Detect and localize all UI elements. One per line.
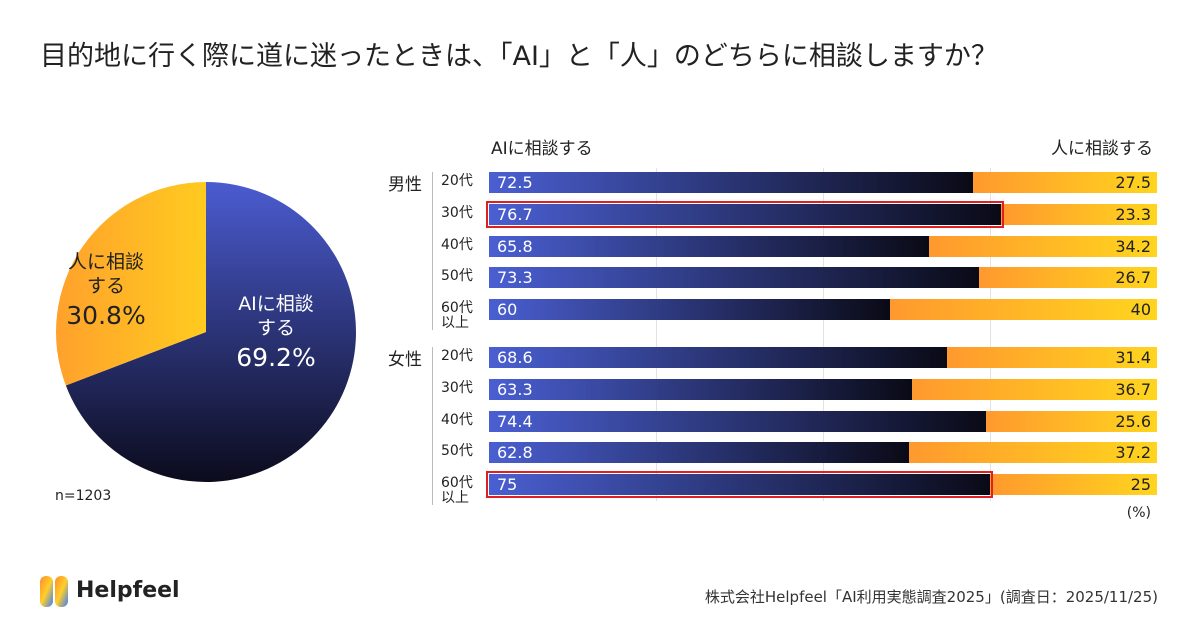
- source: 株式会社Helpfeel「AI利用実態調査2025」(調査日：2025/11/2…: [704, 588, 1158, 606]
- value-label: 26.7: [1115, 268, 1151, 288]
- bar-segment: [990, 474, 1157, 496]
- value-label: 40: [1130, 300, 1151, 320]
- bar-segment: [911, 378, 1157, 400]
- value-label: 76.7: [497, 204, 533, 224]
- value-label: 62.8: [497, 443, 533, 463]
- value-label: 65.8: [497, 236, 533, 256]
- bar-segment: [489, 203, 1002, 225]
- value-label: 27.5: [1115, 173, 1151, 192]
- value-label: 73.3: [497, 268, 533, 288]
- highlight-box: [486, 471, 993, 499]
- bar-segment: [489, 172, 974, 193]
- bar-segment: [489, 442, 909, 464]
- bar-segment: [489, 474, 990, 496]
- bar-segment: [928, 235, 1157, 257]
- category-label: 40代: [441, 236, 473, 253]
- pie-slice: [65, 182, 356, 482]
- value-label: 60: [497, 300, 518, 320]
- value-label: 75: [497, 475, 518, 495]
- unit-label: (%): [1126, 505, 1151, 521]
- bar-segment: [489, 299, 890, 321]
- bar-segment: [489, 267, 979, 289]
- value-label: 74.4: [497, 411, 533, 431]
- value-label: 72.5: [497, 173, 533, 192]
- category-label: 20代: [441, 348, 473, 364]
- highlight-box: [486, 200, 1005, 228]
- title: 目的地に行く際に道に迷ったときは、「AI」と「人」のどちらに相談しますか？: [40, 41, 998, 72]
- slice-label: 人に相談する 30.8%: [46, 250, 166, 328]
- bar-segment: [908, 442, 1157, 464]
- note: n=1203: [55, 488, 112, 504]
- category-label: 20代: [441, 173, 473, 189]
- logo-icon: [40, 576, 68, 607]
- bar-segment: [1001, 203, 1157, 225]
- category-label: 60代以上: [441, 475, 473, 507]
- value-label: 23.3: [1115, 204, 1151, 224]
- bar-segment: [489, 378, 912, 400]
- slice-value: 30.8%: [66, 301, 146, 330]
- grid-line: [656, 168, 657, 501]
- grid-line: [990, 168, 991, 501]
- legend-entry: AIに相談する: [491, 139, 593, 159]
- value-label: 25.6: [1115, 411, 1151, 431]
- value-label: 25: [1130, 475, 1151, 495]
- bar-segment: [489, 235, 929, 257]
- value-label: 63.3: [497, 379, 533, 399]
- bar-segment: [973, 172, 1157, 193]
- category-label: 60代以上: [441, 300, 473, 332]
- legend-entry: 人に相談する: [1051, 139, 1153, 159]
- logo-text: Helpfeel: [76, 578, 180, 603]
- category-label: 50代: [441, 268, 473, 285]
- group-label: 女性: [388, 350, 422, 370]
- value-label: 68.6: [497, 348, 533, 367]
- group-divider: [432, 172, 433, 331]
- category-label: 30代: [441, 204, 473, 221]
- bar-segment: [489, 347, 948, 368]
- bar-segment: [985, 410, 1157, 432]
- pie-chart: [55, 182, 356, 482]
- value-label: 37.2: [1115, 443, 1151, 463]
- group-label: 男性: [388, 175, 422, 195]
- value-label: 31.4: [1115, 348, 1151, 367]
- value-label: 34.2: [1115, 236, 1151, 256]
- pie-slice: [55, 182, 206, 386]
- category-label: 40代: [441, 411, 473, 428]
- bar-segment: [489, 410, 986, 432]
- bar-segment: [947, 347, 1157, 368]
- category-label: 50代: [441, 443, 473, 460]
- bar-segment: [978, 267, 1157, 289]
- slice-value: 69.2%: [236, 343, 316, 372]
- slice-name: 人に相談する: [67, 251, 144, 297]
- bar-segment: [889, 299, 1157, 321]
- grid-line: [823, 168, 824, 501]
- slice-label: AIに相談する 69.2%: [216, 292, 336, 370]
- group-divider: [432, 347, 433, 506]
- value-label: 36.7: [1115, 379, 1151, 399]
- category-label: 30代: [441, 379, 473, 396]
- slice-name: AIに相談する: [238, 293, 314, 339]
